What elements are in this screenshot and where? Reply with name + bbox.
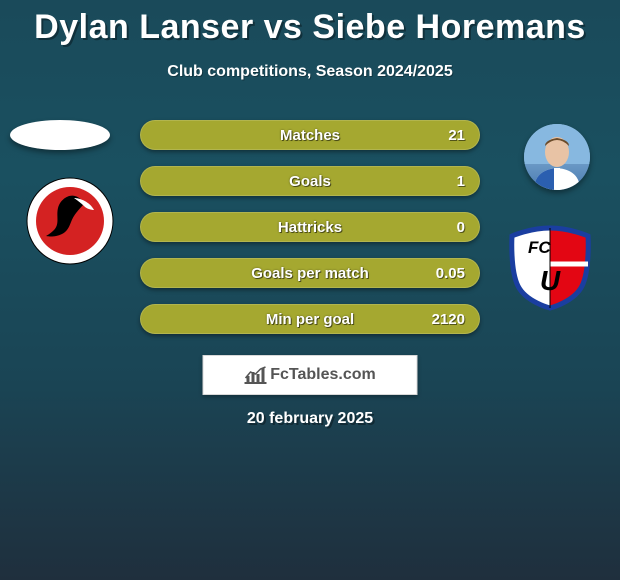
stat-bar: Matches 21 [140,120,480,150]
stat-bar: Min per goal 2120 [140,304,480,334]
stat-value: 0 [457,219,465,236]
stat-bar: Goals per match 0.05 [140,258,480,288]
subtitle: Club competitions, Season 2024/2025 [0,63,620,81]
stat-row-min-per-goal: Min per goal 2120 [0,304,620,334]
stats-area: Matches 21 Goals 1 Hattricks 0 Goals per… [0,120,620,350]
stat-label: Matches [280,127,340,144]
stat-label: Goals per match [251,265,369,282]
stat-bar: Goals 1 [140,166,480,196]
stat-row-matches: Matches 21 [0,120,620,150]
chart-icon [244,366,266,384]
stat-row-goals-per-match: Goals per match 0.05 [0,258,620,288]
stat-label: Hattricks [278,219,342,236]
stat-value: 1 [457,173,465,190]
page-title: Dylan Lanser vs Siebe Horemans [0,0,620,47]
stat-label: Goals [289,173,331,190]
stat-row-hattricks: Hattricks 0 [0,212,620,242]
watermark: FcTables.com [203,355,418,395]
stat-value: 0.05 [436,265,465,282]
stat-value: 2120 [432,311,465,328]
date: 20 february 2025 [0,410,620,428]
stat-label: Min per goal [266,311,354,328]
stat-value: 21 [448,127,465,144]
stat-row-goals: Goals 1 [0,166,620,196]
watermark-text: FcTables.com [270,366,376,384]
stat-bar: Hattricks 0 [140,212,480,242]
